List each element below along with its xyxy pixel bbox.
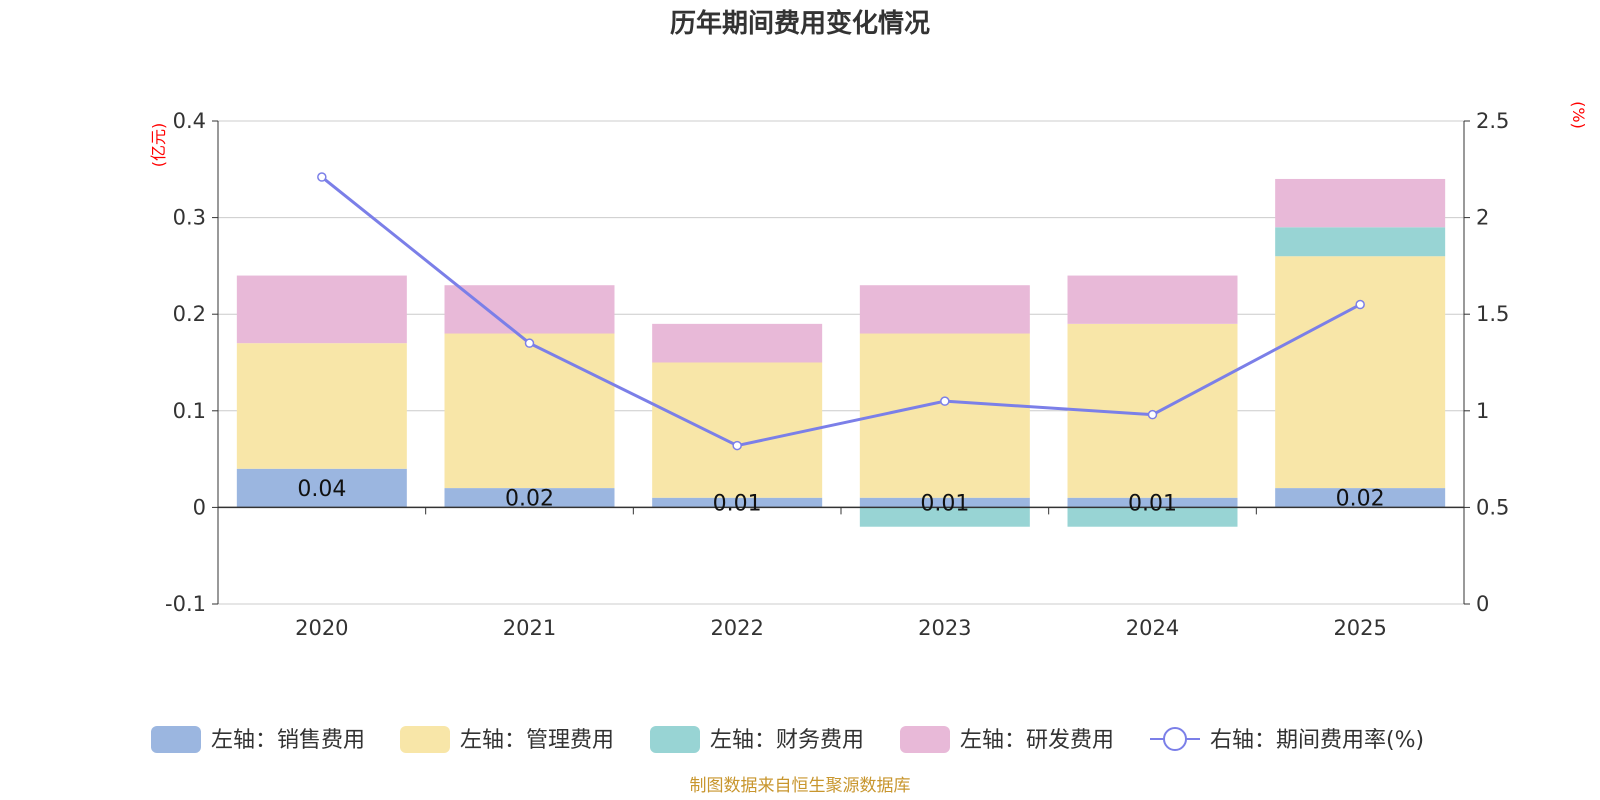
right-axis-unit: (%) bbox=[1569, 101, 1588, 129]
x-axis-ticks: 2020 2021 2022 2023 2024 2025 bbox=[295, 616, 1387, 640]
rate-point-2021 bbox=[524, 338, 535, 348]
rate-point-2025 bbox=[1355, 299, 1365, 310]
right-tick-label: 1 bbox=[1476, 399, 1489, 423]
right-axis-ticks: 2.5 2 1.5 1 0.5 0 bbox=[1464, 109, 1509, 616]
bar-2-2025 bbox=[1275, 227, 1446, 257]
x-tick-label: 2025 bbox=[1333, 616, 1386, 640]
bar-3-2025 bbox=[1275, 178, 1446, 228]
axes bbox=[217, 121, 1465, 604]
bar-2-2023 bbox=[859, 507, 1030, 527]
bar-3-2022 bbox=[652, 323, 823, 363]
left-tick-label: 0 bbox=[193, 495, 206, 519]
left-axis-unit: (亿元) bbox=[149, 123, 168, 168]
left-tick-label: 0.4 bbox=[173, 109, 206, 133]
x-tick-label: 2024 bbox=[1126, 616, 1179, 640]
bar-value-label: 0.04 bbox=[297, 477, 346, 502]
legend-swatch bbox=[650, 726, 700, 753]
bar-3-2023 bbox=[859, 285, 1030, 334]
bar-1-2023 bbox=[859, 333, 1030, 498]
right-tick-label: 0 bbox=[1476, 592, 1489, 616]
bar-labels: 0.04 0.02 0.01 0.01 0.01 0.02 bbox=[297, 477, 1384, 516]
right-tick-label: 0.5 bbox=[1476, 495, 1509, 519]
legend-swatch bbox=[151, 726, 201, 753]
rate-line-path bbox=[320, 175, 1361, 448]
legend-label: 左轴：研发费用 bbox=[960, 728, 1114, 753]
rate-line bbox=[317, 172, 1365, 451]
bar-0-2020 bbox=[236, 468, 407, 508]
bar-value-label: 0.01 bbox=[920, 492, 969, 517]
legend-line-marker bbox=[1163, 727, 1187, 751]
bar-value-label: 0.02 bbox=[1336, 487, 1385, 512]
bar-value-label: 0.01 bbox=[1128, 492, 1177, 517]
chart-title: 历年期间费用变化情况 bbox=[670, 8, 930, 39]
bar-3-2021 bbox=[444, 285, 615, 334]
x-tick-label: 2020 bbox=[295, 616, 348, 640]
bar-0-2024 bbox=[1067, 497, 1238, 508]
left-tick-label: 0.2 bbox=[173, 302, 206, 326]
legend-label: 左轴：销售费用 bbox=[211, 728, 365, 753]
bar-1-2021 bbox=[444, 333, 615, 489]
bar-0-2022 bbox=[652, 497, 823, 508]
bar-1-2020 bbox=[236, 343, 407, 469]
left-tick-label: 0.3 bbox=[173, 206, 206, 230]
bar-1-2025 bbox=[1275, 256, 1446, 489]
rate-point-2020 bbox=[317, 172, 327, 182]
rate-point-2024 bbox=[1147, 409, 1158, 420]
right-tick-label: 2 bbox=[1476, 206, 1489, 230]
bar-value-label: 0.01 bbox=[713, 492, 762, 517]
legend-label: 左轴：管理费用 bbox=[460, 728, 614, 753]
bar-0-2025 bbox=[1275, 488, 1446, 508]
bar-1-2022 bbox=[652, 362, 823, 498]
x-tick-label: 2022 bbox=[710, 616, 763, 640]
legend: 左轴：销售费用 左轴：管理费用 左轴：财务费用 左轴：研发费用 右轴：期间费用率(%) bbox=[151, 726, 1424, 753]
left-tick-label: 0.1 bbox=[173, 399, 206, 423]
bars bbox=[236, 178, 1446, 527]
bar-0-2021 bbox=[444, 488, 615, 508]
legend-label: 右轴：期间费用率(%) bbox=[1210, 728, 1424, 753]
legend-swatch bbox=[400, 726, 450, 753]
right-tick-label: 1.5 bbox=[1476, 302, 1509, 326]
rate-point-2023 bbox=[940, 396, 950, 406]
right-tick-label: 2.5 bbox=[1476, 109, 1509, 133]
bar-0-2023 bbox=[859, 497, 1030, 508]
legend-swatch bbox=[900, 726, 950, 753]
bar-3-2024 bbox=[1067, 275, 1238, 324]
legend-label: 左轴：财务费用 bbox=[710, 728, 864, 753]
left-tick-label: -0.1 bbox=[165, 592, 206, 616]
bar-value-label: 0.02 bbox=[505, 487, 554, 512]
source-note: 制图数据来自恒生聚源数据库 bbox=[690, 776, 911, 796]
left-axis-ticks: 0.4 0.3 0.2 0.1 0 -0.1 bbox=[165, 109, 218, 616]
rate-point-2022 bbox=[732, 440, 742, 451]
x-tick-label: 2023 bbox=[918, 616, 971, 640]
bar-2-2024 bbox=[1067, 507, 1238, 527]
bar-3-2020 bbox=[236, 275, 407, 344]
x-tick-label: 2021 bbox=[503, 616, 556, 640]
